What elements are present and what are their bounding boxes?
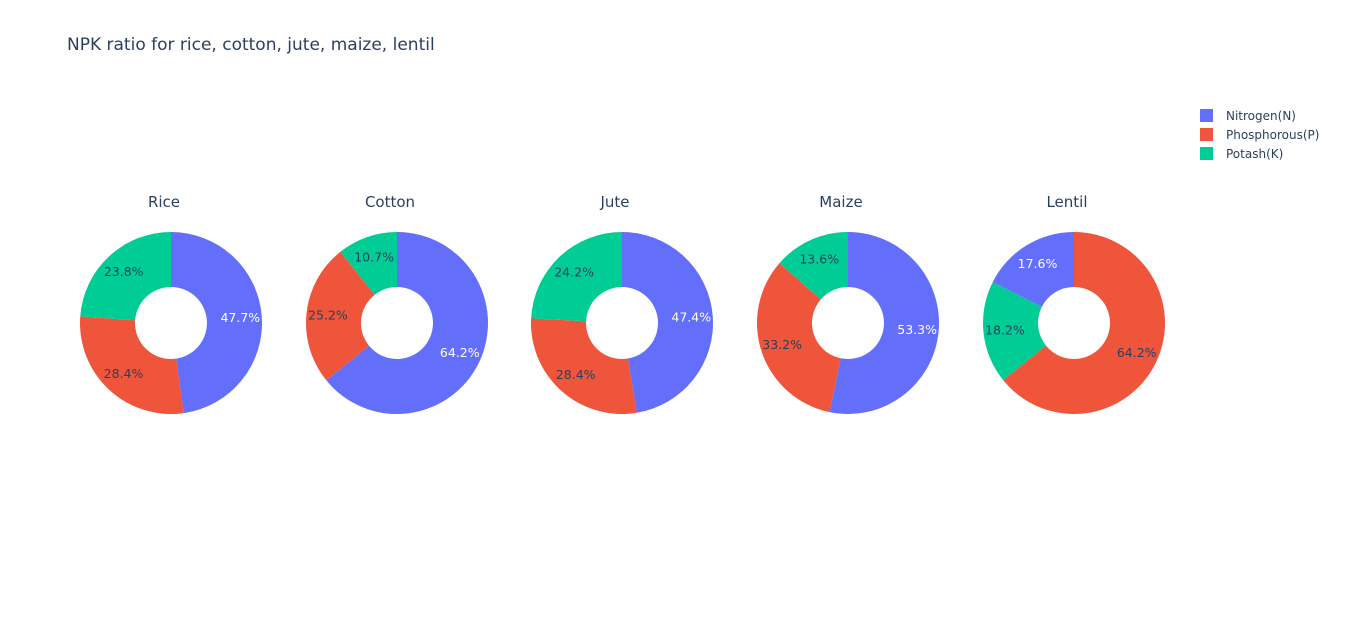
legend-label: Nitrogen(N) [1226, 109, 1296, 123]
legend-item-potash[interactable]: Potash(K) [1200, 147, 1283, 161]
slice-nitrogen[interactable] [622, 232, 714, 413]
pie-title: Maize [819, 193, 862, 211]
slice-label: 10.7% [354, 249, 394, 264]
pie-title: Jute [599, 193, 629, 211]
slice-nitrogen[interactable] [992, 232, 1074, 307]
slice-potash[interactable] [531, 232, 622, 322]
slice-label: 23.8% [104, 264, 144, 279]
pie-title: Cotton [365, 193, 415, 211]
slice-phosphorous[interactable] [531, 318, 637, 414]
slice-label: 47.4% [671, 309, 711, 324]
legend-item-nitrogen[interactable]: Nitrogen(N) [1200, 109, 1296, 123]
pie-maize: Maize 53.3% 33.2% 13.6% [757, 193, 940, 415]
slice-phosphorous[interactable] [1003, 232, 1166, 414]
legend[interactable]: Nitrogen(N) Phosphorous(P) Potash(K) [1200, 109, 1319, 161]
slice-label: 64.2% [1117, 345, 1157, 360]
legend-swatch [1200, 109, 1213, 122]
pie-lentil: Lentil 64.2% 18.2% 17.6% [983, 193, 1166, 414]
pie-title: Lentil [1046, 193, 1087, 211]
legend-label: Phosphorous(P) [1226, 128, 1319, 142]
slice-label: 13.6% [799, 252, 839, 267]
legend-swatch [1200, 128, 1213, 141]
slice-nitrogen[interactable] [171, 232, 263, 414]
slice-potash[interactable] [80, 232, 171, 321]
slice-label: 28.4% [104, 366, 144, 381]
slice-label: 18.2% [985, 322, 1025, 337]
slice-label: 17.6% [1018, 256, 1058, 271]
pie-title: Rice [148, 193, 180, 211]
pie-cotton: Cotton 64.2% 25.2% 10.7% [306, 193, 488, 415]
legend-swatch [1200, 147, 1213, 160]
slice-phosphorous[interactable] [757, 263, 841, 413]
slice-phosphorous[interactable] [306, 251, 375, 381]
slice-label: 28.4% [556, 367, 596, 382]
slice-label: 24.2% [554, 265, 594, 280]
chart-title: NPK ratio for rice, cotton, jute, maize,… [67, 35, 435, 55]
slice-potash[interactable] [340, 232, 397, 295]
pie-group: Rice 47.7% 28.4% 23.8% Cotton 64.2% 25.2% 10.7%… [79, 193, 1166, 415]
pie-jute: Jute 47.4% 28.4% 24.2% [531, 193, 714, 414]
slice-label: 64.2% [440, 345, 480, 360]
pie-rice: Rice 47.7% 28.4% 23.8% [79, 193, 263, 414]
slice-phosphorous[interactable] [79, 316, 184, 414]
slice-label: 33.2% [762, 337, 802, 352]
slice-nitrogen[interactable] [829, 232, 940, 415]
legend-item-phosphorous[interactable]: Phosphorous(P) [1200, 128, 1319, 142]
slice-potash[interactable] [779, 232, 848, 300]
slice-nitrogen[interactable] [326, 232, 488, 415]
slice-potash[interactable] [983, 282, 1046, 381]
slice-label: 47.7% [220, 310, 260, 325]
slice-label: 25.2% [308, 307, 348, 322]
slice-label: 53.3% [897, 322, 937, 337]
legend-label: Potash(K) [1226, 147, 1283, 161]
